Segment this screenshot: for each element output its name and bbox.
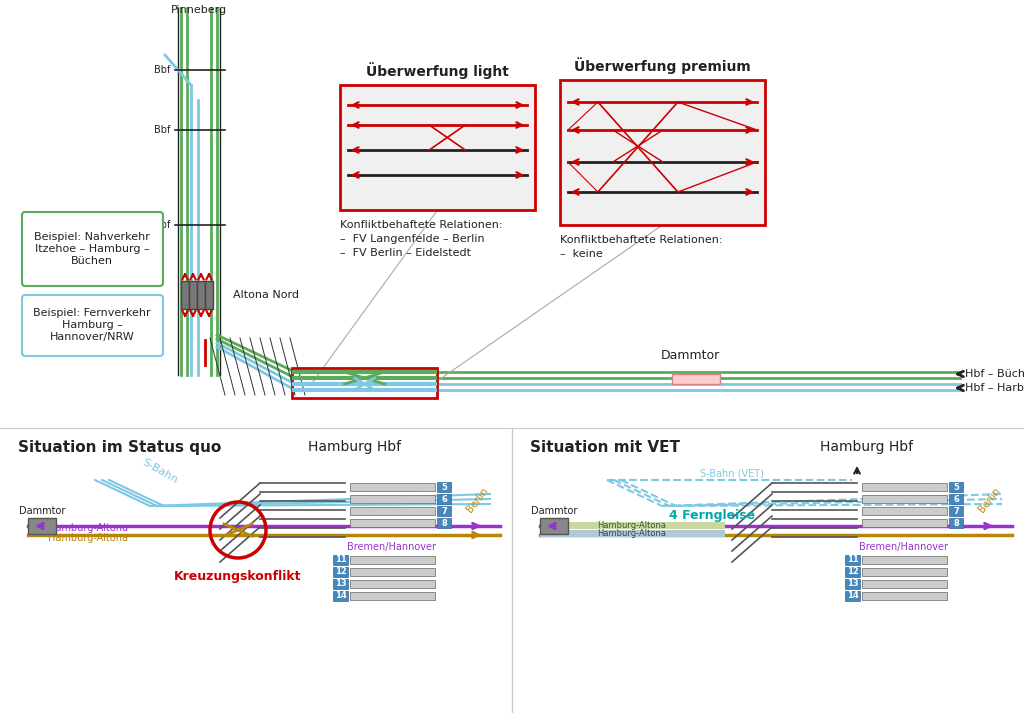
Text: 6: 6 bbox=[953, 495, 958, 503]
Bar bbox=[350, 507, 435, 515]
Bar bbox=[845, 555, 860, 565]
Bar bbox=[862, 568, 947, 576]
Bar bbox=[350, 495, 435, 503]
Bar bbox=[28, 518, 56, 534]
Text: Hamburg-Altona: Hamburg-Altona bbox=[597, 520, 667, 530]
Text: 5: 5 bbox=[441, 483, 446, 491]
Text: Beispiel: Fernverkehr
Hamburg –
Hannover/NRW: Beispiel: Fernverkehr Hamburg – Hannover… bbox=[33, 309, 151, 342]
Bar bbox=[437, 482, 451, 492]
Text: 11: 11 bbox=[847, 555, 859, 565]
Text: 7: 7 bbox=[953, 506, 958, 515]
Text: 13: 13 bbox=[335, 580, 347, 588]
Bar bbox=[437, 506, 451, 516]
Bar bbox=[350, 580, 435, 588]
Text: S-Bahn (VET): S-Bahn (VET) bbox=[700, 468, 764, 478]
Bar bbox=[949, 506, 963, 516]
Bar bbox=[333, 555, 348, 565]
FancyBboxPatch shape bbox=[22, 295, 163, 356]
Text: Hamburg Hbf: Hamburg Hbf bbox=[820, 440, 913, 454]
Text: Altona Nord: Altona Nord bbox=[233, 290, 299, 300]
Bar bbox=[350, 483, 435, 491]
Bar bbox=[560, 80, 765, 225]
Bar bbox=[862, 519, 947, 527]
Text: Beispiel: Nahverkehr
Itzehoe – Hamburg –
Büchen: Beispiel: Nahverkehr Itzehoe – Hamburg –… bbox=[34, 232, 150, 266]
Bar bbox=[205, 281, 213, 309]
Text: Berlin: Berlin bbox=[465, 486, 490, 514]
Bar bbox=[437, 494, 451, 504]
Text: Hamburg-Altona: Hamburg-Altona bbox=[48, 533, 128, 543]
Text: Konfliktbehaftete Relationen:: Konfliktbehaftete Relationen: bbox=[340, 220, 503, 230]
Text: Hamburg-Altona: Hamburg-Altona bbox=[597, 530, 667, 538]
Text: 8: 8 bbox=[441, 518, 446, 528]
Text: Kreuzungskonflikt: Kreuzungskonflikt bbox=[174, 570, 302, 583]
Bar bbox=[292, 368, 437, 398]
Bar bbox=[672, 374, 720, 384]
Text: Hamburg Hbf: Hamburg Hbf bbox=[308, 440, 401, 454]
Bar bbox=[350, 592, 435, 600]
Text: –  FV Berlin – Eidelstedt: – FV Berlin – Eidelstedt bbox=[340, 248, 471, 258]
Bar bbox=[949, 518, 963, 528]
Text: Hamburg-Altona: Hamburg-Altona bbox=[48, 523, 128, 533]
Bar bbox=[181, 281, 189, 309]
Bar bbox=[333, 579, 348, 589]
Bar bbox=[845, 567, 860, 577]
Text: Dammtor: Dammtor bbox=[530, 506, 578, 516]
Text: 14: 14 bbox=[335, 592, 347, 600]
Text: Hbf – Büchen/Lübeck: Hbf – Büchen/Lübeck bbox=[965, 369, 1024, 379]
Text: Dammtor: Dammtor bbox=[18, 506, 66, 516]
Bar bbox=[949, 482, 963, 492]
Bar bbox=[540, 530, 725, 537]
Text: 12: 12 bbox=[847, 568, 859, 577]
Text: 7: 7 bbox=[441, 506, 446, 515]
Bar bbox=[437, 518, 451, 528]
Bar bbox=[333, 591, 348, 601]
Text: Berlin: Berlin bbox=[977, 486, 1002, 514]
Text: 5: 5 bbox=[953, 483, 958, 491]
Text: 12: 12 bbox=[335, 568, 347, 577]
Bar bbox=[350, 568, 435, 576]
Bar bbox=[189, 281, 197, 309]
Bar bbox=[540, 522, 725, 529]
Text: Pinneberg: Pinneberg bbox=[171, 5, 227, 15]
Text: –  FV Langenfelde – Berlin: – FV Langenfelde – Berlin bbox=[340, 234, 484, 244]
Bar bbox=[333, 567, 348, 577]
Bar bbox=[949, 494, 963, 504]
Bar bbox=[862, 495, 947, 503]
Text: 11: 11 bbox=[335, 555, 347, 565]
Bar bbox=[350, 556, 435, 564]
Bar bbox=[862, 580, 947, 588]
Text: 13: 13 bbox=[847, 580, 859, 588]
Text: 6: 6 bbox=[441, 495, 446, 503]
Text: Bremen/Hannover: Bremen/Hannover bbox=[859, 542, 948, 552]
Text: Dammtor: Dammtor bbox=[660, 349, 720, 362]
Text: Bbf: Bbf bbox=[154, 125, 170, 135]
Text: –  keine: – keine bbox=[560, 249, 603, 259]
Text: Überwerfung premium: Überwerfung premium bbox=[574, 57, 751, 74]
Bar bbox=[862, 483, 947, 491]
Text: Situation im Status quo: Situation im Status quo bbox=[18, 440, 221, 455]
FancyBboxPatch shape bbox=[22, 212, 163, 286]
Text: 14: 14 bbox=[847, 592, 859, 600]
Text: Bremen/Hannover: Bremen/Hannover bbox=[347, 542, 436, 552]
Bar bbox=[540, 518, 568, 534]
Bar bbox=[340, 85, 535, 210]
Text: S-Bahn: S-Bahn bbox=[140, 456, 179, 485]
Text: Situation mit VET: Situation mit VET bbox=[530, 440, 680, 455]
Bar bbox=[197, 281, 205, 309]
Text: Hbf – Harburg: Hbf – Harburg bbox=[965, 383, 1024, 393]
Text: Bbf: Bbf bbox=[154, 220, 170, 230]
Text: 4 Ferngleise: 4 Ferngleise bbox=[669, 508, 755, 521]
Bar bbox=[845, 591, 860, 601]
Text: Konfliktbehaftete Relationen:: Konfliktbehaftete Relationen: bbox=[560, 235, 723, 245]
Bar bbox=[862, 556, 947, 564]
Bar bbox=[862, 507, 947, 515]
Bar bbox=[845, 579, 860, 589]
Text: Bbf: Bbf bbox=[154, 65, 170, 75]
Bar bbox=[350, 519, 435, 527]
Bar bbox=[862, 592, 947, 600]
Text: Überwerfung light: Überwerfung light bbox=[366, 62, 509, 79]
Text: 8: 8 bbox=[953, 518, 958, 528]
